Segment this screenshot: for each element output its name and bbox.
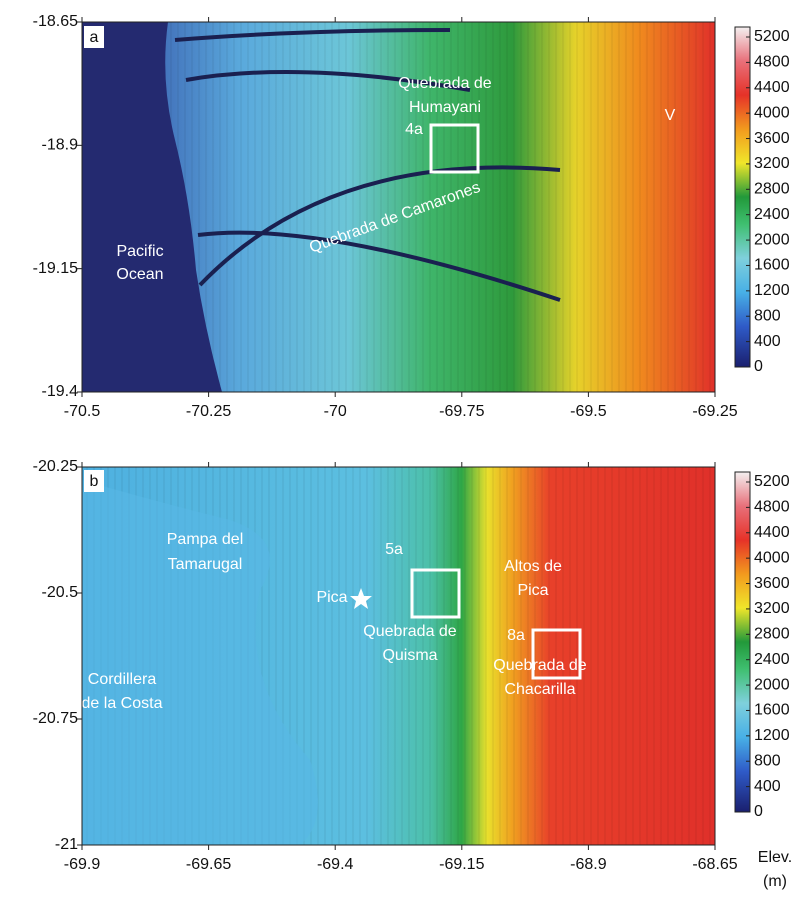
colorbar-tick-label: 3200 xyxy=(754,600,790,617)
place-label: Quebrada de xyxy=(363,623,457,640)
colorbar-tick-label: 400 xyxy=(754,333,781,350)
y-tick-label: -20.25 xyxy=(33,458,78,475)
x-tick-label: -69.5 xyxy=(570,403,607,420)
y-tick-label: -18.65 xyxy=(33,13,78,30)
x-tick-label: -70.25 xyxy=(186,403,231,420)
colorbar-tick-label: 2800 xyxy=(754,181,790,198)
colorbar-tick-label: 4400 xyxy=(754,79,790,96)
colorbar-tick-label: 2000 xyxy=(754,231,790,248)
colorbar-tick-label: 400 xyxy=(754,778,781,795)
colorbar-tick-label: 3600 xyxy=(754,130,790,147)
place-label: 8a xyxy=(507,627,525,644)
y-tick-label: -18.9 xyxy=(42,137,79,154)
y-tick-label: -20.75 xyxy=(33,710,78,727)
y-tick-label: -20.5 xyxy=(42,584,79,601)
x-tick-label: -69.75 xyxy=(439,403,484,420)
colorbar-tick-label: 2400 xyxy=(754,206,790,223)
place-label: Chacarilla xyxy=(504,681,575,698)
colorbar-tick-label: 1600 xyxy=(754,702,790,719)
x-tick-label: -69.65 xyxy=(186,856,231,873)
colorbar-tick-label: 2000 xyxy=(754,676,790,693)
x-tick-label: -70.5 xyxy=(64,403,101,420)
place-label: Quebrada de xyxy=(398,75,492,92)
colorbar-tick-label: 1200 xyxy=(754,282,790,299)
colorbar-tick-label: 3200 xyxy=(754,155,790,172)
place-label: Pica xyxy=(517,582,548,599)
colorbar-tick-label: 4000 xyxy=(754,104,790,121)
place-label: Pampa del xyxy=(167,531,244,548)
place-label: de la Costa xyxy=(82,695,163,712)
place-label: Quebrada de xyxy=(493,657,587,674)
colorbar-tick-label: 800 xyxy=(754,307,781,324)
place-label: Quisma xyxy=(382,647,437,664)
x-tick-label: -69.15 xyxy=(439,856,484,873)
place-label: 5a xyxy=(385,541,403,558)
panel-label: a xyxy=(90,29,99,46)
x-tick-label: -68.65 xyxy=(692,856,737,873)
panel-label: b xyxy=(90,473,99,490)
place-label: Humayani xyxy=(409,99,481,116)
y-tick-label: -19.4 xyxy=(42,383,79,400)
colorbar-tick-label: 0 xyxy=(754,358,763,375)
place-label: Pica xyxy=(316,589,347,606)
x-tick-label: -70 xyxy=(324,403,347,420)
colorbar-title: (m) xyxy=(763,873,787,890)
colorbar-tick-label: 4800 xyxy=(754,499,790,516)
colorbar-tick-label: 1600 xyxy=(754,257,790,274)
colorbar-tick-label: 4000 xyxy=(754,549,790,566)
place-label: 4a xyxy=(405,121,423,138)
colorbar-tick-label: 2800 xyxy=(754,626,790,643)
figure: a Quebrada de Humayani 4a V Quebrada de … xyxy=(0,0,803,895)
colorbar-tick-label: 4800 xyxy=(754,54,790,71)
place-label: Altos de xyxy=(504,558,562,575)
place-label: Cordillera xyxy=(88,671,157,688)
colorbar-tick-label: 5200 xyxy=(754,28,790,45)
place-label: Ocean xyxy=(116,266,163,283)
place-label: V xyxy=(665,107,676,124)
colorbar-tick-label: 800 xyxy=(754,752,781,769)
colorbar-tick-label: 5200 xyxy=(754,473,790,490)
colorbar-tick-label: 3600 xyxy=(754,575,790,592)
y-tick-label: -21 xyxy=(55,836,78,853)
place-label: Tamarugal xyxy=(168,556,243,573)
colorbar-tick-label: 2400 xyxy=(754,651,790,668)
colorbar-title: Elev. xyxy=(758,849,792,866)
y-tick-label: -19.15 xyxy=(33,260,78,277)
colorbar-tick-label: 4400 xyxy=(754,524,790,541)
colorbar-tick-label: 0 xyxy=(754,803,763,820)
x-tick-label: -68.9 xyxy=(570,856,607,873)
colorbar-tick-label: 1200 xyxy=(754,727,790,744)
x-tick-label: -69.25 xyxy=(692,403,737,420)
x-tick-label: -69.4 xyxy=(317,856,354,873)
place-label: Pacific xyxy=(116,243,163,260)
x-tick-label: -69.9 xyxy=(64,856,101,873)
